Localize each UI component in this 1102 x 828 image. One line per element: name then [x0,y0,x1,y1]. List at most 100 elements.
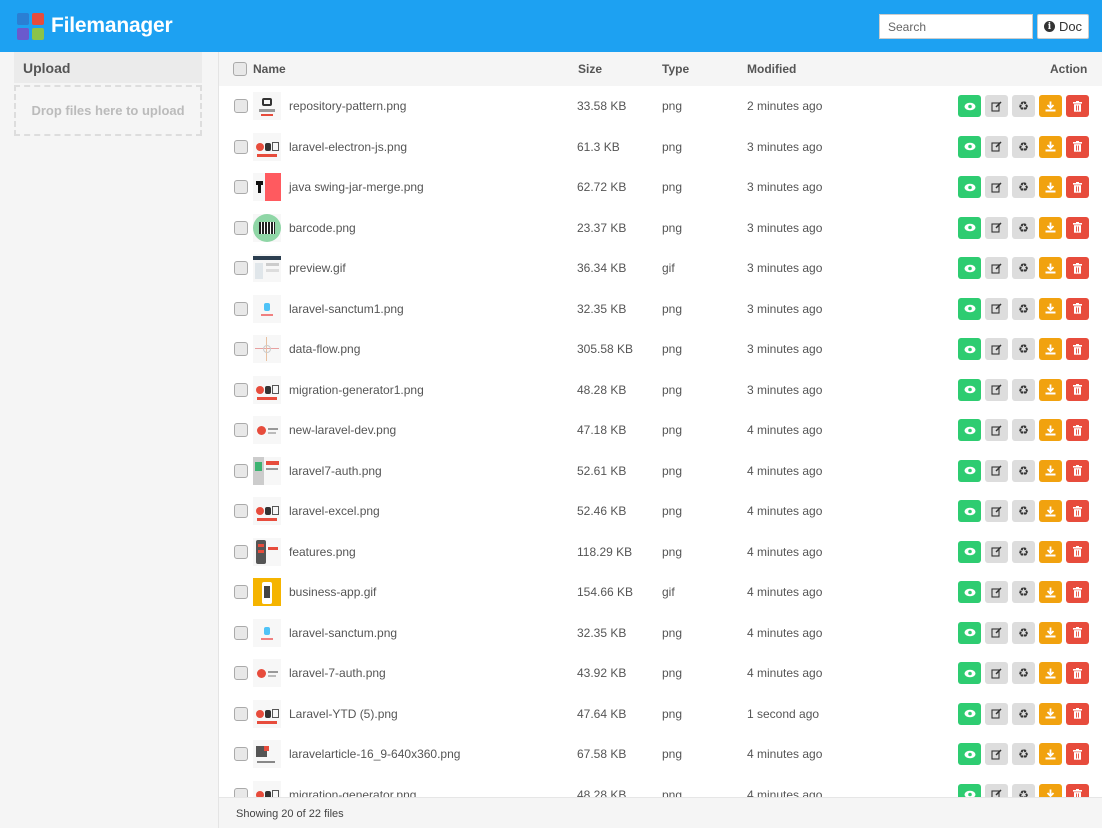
view-button[interactable] [958,378,981,401]
edit-button[interactable] [985,500,1008,523]
view-button[interactable] [958,540,981,563]
delete-button[interactable] [1066,338,1089,361]
edit-button[interactable] [985,419,1008,442]
view-button[interactable] [958,459,981,482]
table-row[interactable]: barcode.png 23.37 KB png 3 minutes ago ♻ [219,208,1102,249]
download-button[interactable] [1039,581,1062,604]
permission-button[interactable]: ♻ [1012,297,1035,320]
row-checkbox[interactable] [234,747,248,762]
view-button[interactable] [958,135,981,158]
download-button[interactable] [1039,662,1062,685]
doc-button[interactable]: i Doc [1037,14,1089,39]
row-checkbox[interactable] [234,423,248,438]
edit-button[interactable] [985,378,1008,401]
table-row[interactable]: laravel-excel.png 52.46 KB png 4 minutes ag… [219,491,1102,532]
permission-button[interactable]: ♻ [1012,95,1035,118]
edit-button[interactable] [985,621,1008,644]
permission-button[interactable]: ♻ [1012,621,1035,644]
download-button[interactable] [1039,621,1062,644]
download-button[interactable] [1039,540,1062,563]
view-button[interactable] [958,338,981,361]
edit-button[interactable] [985,581,1008,604]
delete-button[interactable] [1066,419,1089,442]
file-name[interactable]: laravel-7-auth.png [289,666,386,681]
row-checkbox[interactable] [234,301,248,316]
edit-button[interactable] [985,216,1008,239]
row-checkbox[interactable] [234,139,248,154]
delete-button[interactable] [1066,743,1089,766]
upload-dropzone[interactable]: Drop files here to upload [14,85,202,136]
delete-button[interactable] [1066,540,1089,563]
download-button[interactable] [1039,783,1062,797]
download-button[interactable] [1039,95,1062,118]
view-button[interactable] [958,662,981,685]
delete-button[interactable] [1066,297,1089,320]
edit-button[interactable] [985,702,1008,725]
column-name[interactable]: Name [253,62,286,76]
view-button[interactable] [958,581,981,604]
edit-button[interactable] [985,662,1008,685]
download-button[interactable] [1039,378,1062,401]
edit-button[interactable] [985,783,1008,797]
delete-button[interactable] [1066,783,1089,797]
table-row[interactable]: laravel7-auth.png 52.61 KB png 4 minutes ag… [219,451,1102,492]
row-checkbox[interactable] [234,666,248,681]
row-checkbox[interactable] [234,585,248,600]
row-checkbox[interactable] [234,382,248,397]
table-row[interactable]: migration-generator.png 48.28 KB png 4 minu… [219,775,1102,797]
view-button[interactable] [958,257,981,280]
row-checkbox[interactable] [234,342,248,357]
delete-button[interactable] [1066,257,1089,280]
permission-button[interactable]: ♻ [1012,581,1035,604]
file-name[interactable]: repository-pattern.png [289,99,407,114]
download-button[interactable] [1039,743,1062,766]
permission-button[interactable]: ♻ [1012,459,1035,482]
download-button[interactable] [1039,419,1062,442]
permission-button[interactable]: ♻ [1012,135,1035,158]
row-checkbox[interactable] [234,625,248,640]
file-name[interactable]: new-laravel-dev.png [289,423,397,438]
permission-button[interactable]: ♻ [1012,500,1035,523]
row-checkbox[interactable] [234,99,248,114]
permission-button[interactable]: ♻ [1012,419,1035,442]
edit-button[interactable] [985,95,1008,118]
permission-button[interactable]: ♻ [1012,662,1035,685]
file-name[interactable]: laravel7-auth.png [289,463,382,478]
edit-button[interactable] [985,338,1008,361]
row-checkbox[interactable] [234,261,248,276]
download-button[interactable] [1039,257,1062,280]
file-name[interactable]: laravel-sanctum1.png [289,301,404,316]
download-button[interactable] [1039,702,1062,725]
edit-button[interactable] [985,540,1008,563]
row-checkbox[interactable] [234,504,248,519]
view-button[interactable] [958,743,981,766]
row-checkbox[interactable] [234,544,248,559]
table-row[interactable]: preview.gif 36.34 KB gif 3 minutes ago ♻ [219,248,1102,289]
file-name[interactable]: migration-generator1.png [289,382,424,397]
delete-button[interactable] [1066,500,1089,523]
file-name[interactable]: data-flow.png [289,342,361,357]
download-button[interactable] [1039,216,1062,239]
brand-title[interactable]: Filemanager [51,14,173,37]
column-type[interactable]: Type [662,62,690,76]
table-row[interactable]: migration-generator1.png 48.28 KB png 3 min… [219,370,1102,411]
table-row[interactable]: laravel-sanctum.png 32.35 KB png 4 minutes … [219,613,1102,654]
edit-button[interactable] [985,743,1008,766]
view-button[interactable] [958,783,981,797]
table-row[interactable]: data-flow.png 305.58 KB png 3 minutes ago ♻ [219,329,1102,370]
row-checkbox[interactable] [234,180,248,195]
table-row[interactable]: laravel-electron-js.png 61.3 KB png 3 minut… [219,127,1102,168]
view-button[interactable] [958,419,981,442]
file-name[interactable]: migration-generator.png [289,787,417,797]
download-button[interactable] [1039,338,1062,361]
file-name[interactable]: features.png [289,544,356,559]
file-name[interactable]: preview.gif [289,261,346,276]
table-row[interactable]: repository-pattern.png 33.58 KB png 2 minut… [219,86,1102,127]
delete-button[interactable] [1066,135,1089,158]
edit-button[interactable] [985,459,1008,482]
edit-button[interactable] [985,135,1008,158]
file-name[interactable]: laravel-sanctum.png [289,625,398,640]
permission-button[interactable]: ♻ [1012,783,1035,797]
permission-button[interactable]: ♻ [1012,216,1035,239]
select-all-checkbox[interactable] [233,62,247,76]
